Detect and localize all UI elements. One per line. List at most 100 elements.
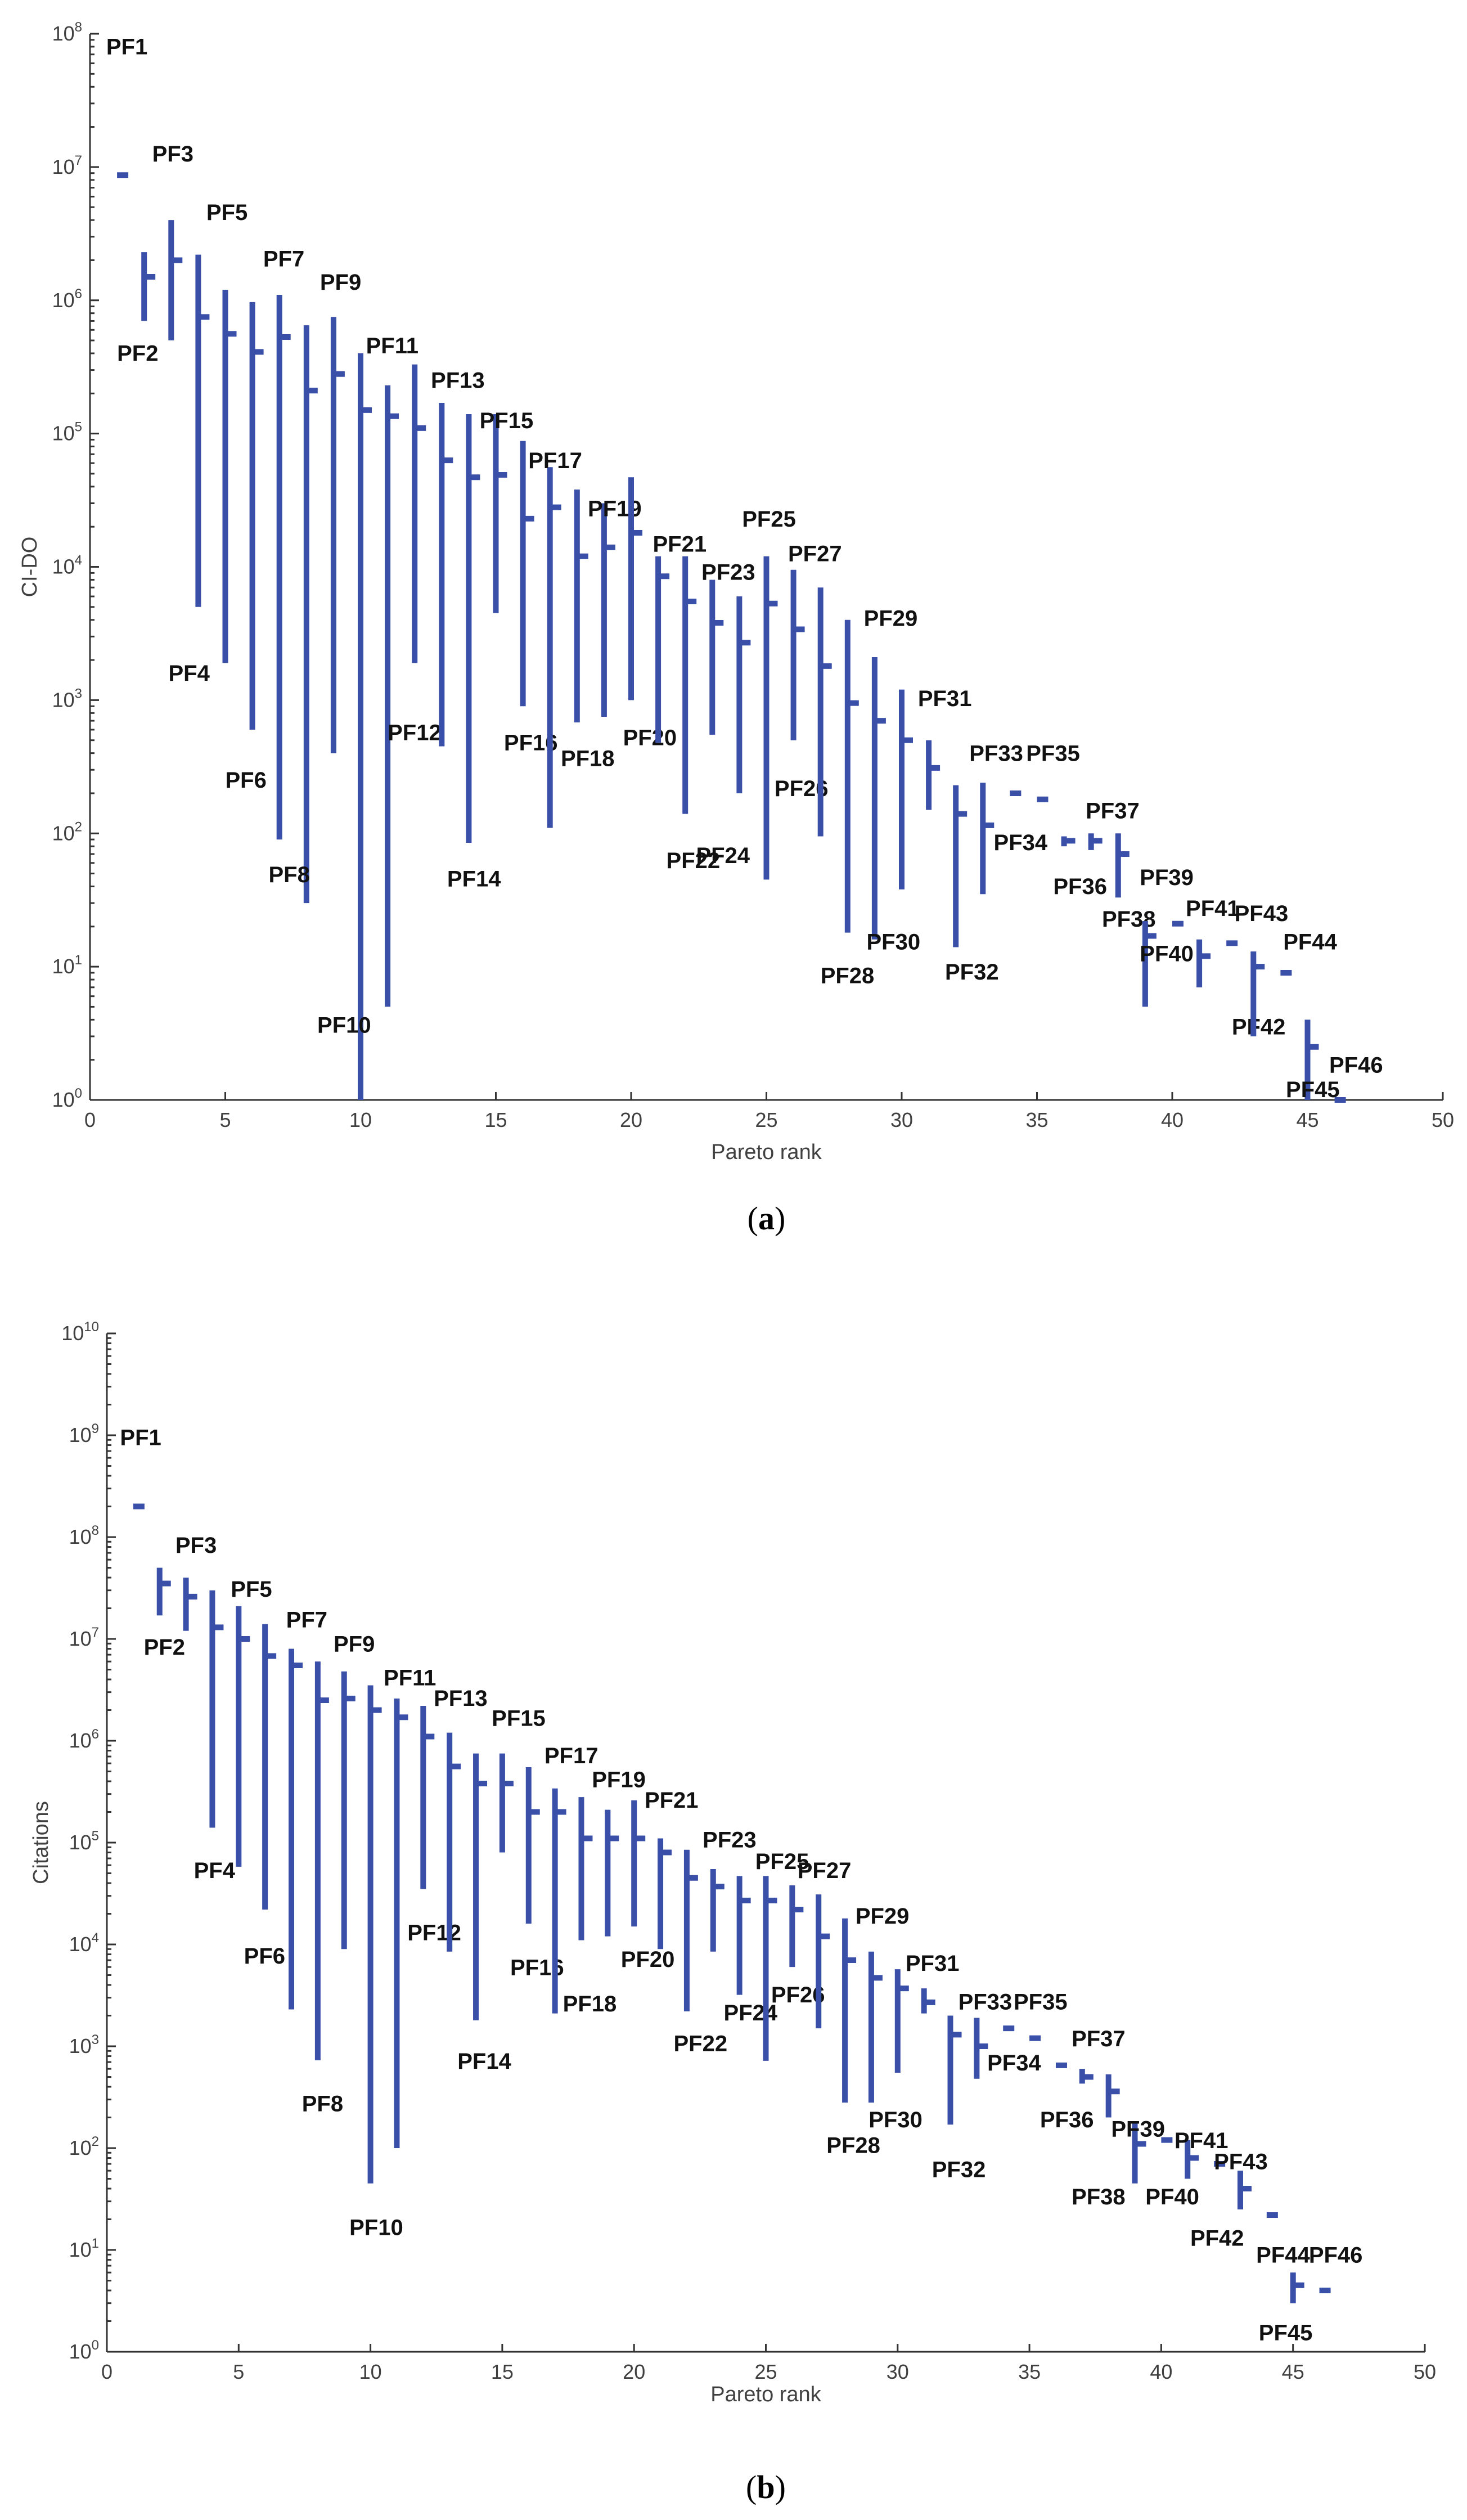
- point-label-pf25: PF25: [755, 1849, 809, 1874]
- point-label-pf31: PF31: [918, 686, 972, 711]
- x-tick-label: 25: [755, 1108, 777, 1131]
- point-label-pf17: PF17: [544, 1744, 598, 1768]
- y-tick-label: 103: [52, 686, 82, 711]
- y-tick-label: 101: [69, 2236, 99, 2261]
- point-label-pf8: PF8: [302, 2092, 343, 2117]
- point-label-pf6: PF6: [226, 768, 267, 793]
- point-label-pf35: PF35: [1014, 1990, 1068, 2015]
- point-label-pf40: PF40: [1140, 941, 1194, 966]
- point-label-pf36: PF36: [1053, 874, 1107, 899]
- point-label-pf22: PF22: [673, 2031, 727, 2056]
- point-label-pf44: PF44: [1256, 2243, 1310, 2268]
- y-axis-title: Citations: [29, 1801, 53, 1884]
- y-tick-label: 100: [69, 2338, 99, 2363]
- point-label-pf44: PF44: [1283, 929, 1337, 954]
- panel-caption: (b): [746, 2469, 786, 2505]
- point-label-pf34: PF34: [994, 830, 1048, 855]
- point-label-pf10: PF10: [349, 2216, 403, 2240]
- point-label-pf29: PF29: [856, 1904, 910, 1929]
- point-label-pf27: PF27: [798, 1858, 852, 1883]
- point-label-pf23: PF23: [703, 1827, 757, 1852]
- y-tick-label: 102: [52, 819, 82, 845]
- point-label-pf14: PF14: [457, 2049, 511, 2074]
- x-tick-label: 40: [1161, 1108, 1184, 1131]
- point-label-pf37: PF37: [1072, 2027, 1126, 2051]
- point-label-pf21: PF21: [652, 532, 706, 557]
- point-label-pf2: PF2: [117, 342, 158, 366]
- y-tick-label: 101: [52, 953, 82, 978]
- point-label-pf42: PF42: [1232, 1015, 1286, 1040]
- point-label-pf11: PF11: [366, 334, 418, 358]
- point-label-pf28: PF28: [826, 2133, 880, 2158]
- y-tick-label: 107: [52, 153, 82, 178]
- point-label-pf39: PF39: [1140, 865, 1194, 890]
- point-label-pf13: PF13: [431, 369, 485, 393]
- point-label-pf22: PF22: [667, 848, 721, 873]
- y-tick-label: 102: [69, 2134, 99, 2159]
- x-tick-label: 0: [101, 2360, 112, 2383]
- point-label-pf6: PF6: [244, 1944, 285, 1969]
- point-label-pf18: PF18: [561, 747, 615, 771]
- x-tick-label: 50: [1432, 1108, 1454, 1131]
- point-label-pf9: PF9: [320, 270, 361, 295]
- point-label-pf38: PF38: [1072, 2185, 1126, 2209]
- point-label-pf29: PF29: [864, 607, 918, 631]
- y-tick-label: 106: [52, 286, 82, 312]
- point-label-pf2: PF2: [144, 1635, 185, 1660]
- point-label-pf1: PF1: [120, 1426, 161, 1450]
- point-label-pf21: PF21: [645, 1788, 699, 1813]
- x-axis-title: Pareto rank: [711, 1140, 822, 1164]
- point-label-pf4: PF4: [194, 1858, 236, 1883]
- x-tick-label: 0: [84, 1108, 96, 1131]
- x-tick-label: 35: [1025, 1108, 1048, 1131]
- point-label-pf19: PF19: [592, 1768, 646, 1793]
- point-label-pf28: PF28: [821, 964, 875, 989]
- point-label-pf9: PF9: [334, 1632, 375, 1657]
- point-label-pf46: PF46: [1329, 1053, 1383, 1078]
- y-tick-label: 107: [69, 1625, 99, 1650]
- point-label-pf40: PF40: [1145, 2185, 1199, 2209]
- point-label-pf45: PF45: [1286, 1077, 1340, 1102]
- point-label-pf41: PF41: [1186, 896, 1240, 921]
- panel-caption: (a): [748, 1200, 786, 1237]
- point-label-pf20: PF20: [621, 1947, 675, 1972]
- point-label-pf37: PF37: [1086, 798, 1140, 823]
- point-label-pf24: PF24: [724, 2001, 778, 2025]
- point-label-pf36: PF36: [1040, 2108, 1094, 2132]
- x-tick-label: 25: [754, 2360, 777, 2383]
- point-label-pf20: PF20: [623, 725, 677, 750]
- x-tick-label: 20: [620, 1108, 642, 1131]
- point-label-pf46: PF46: [1309, 2243, 1363, 2268]
- y-tick-label: 104: [69, 1930, 99, 1956]
- point-label-pf43: PF43: [1214, 2150, 1268, 2175]
- y-tick-label: 100: [52, 1086, 82, 1111]
- point-label-pf3: PF3: [152, 142, 194, 167]
- y-axis-title: CI-DO: [18, 537, 42, 598]
- x-tick-label: 45: [1296, 1108, 1318, 1131]
- point-label-pf34: PF34: [987, 2051, 1041, 2076]
- point-label-pf43: PF43: [1235, 901, 1289, 926]
- point-label-pf39: PF39: [1111, 2117, 1165, 2141]
- point-label-pf18: PF18: [563, 1992, 617, 2016]
- point-label-pf10: PF10: [317, 1013, 371, 1037]
- y-tick-label: 109: [69, 1421, 99, 1447]
- point-label-pf41: PF41: [1174, 2128, 1228, 2153]
- point-label-pf32: PF32: [932, 2157, 986, 2182]
- point-label-pf12: PF12: [388, 721, 442, 745]
- point-label-pf11: PF11: [384, 1666, 436, 1691]
- point-label-pf8: PF8: [268, 863, 309, 887]
- point-label-pf17: PF17: [528, 448, 582, 473]
- x-tick-label: 35: [1018, 2360, 1041, 2383]
- y-tick-label: 105: [69, 1829, 99, 1854]
- point-label-pf3: PF3: [176, 1533, 217, 1558]
- point-label-pf14: PF14: [447, 867, 501, 892]
- point-label-pf45: PF45: [1259, 2320, 1313, 2345]
- point-label-pf32: PF32: [945, 960, 999, 985]
- point-label-pf13: PF13: [434, 1686, 488, 1711]
- point-label-pf25: PF25: [742, 507, 796, 532]
- point-label-pf5: PF5: [206, 200, 248, 225]
- point-label-pf7: PF7: [286, 1607, 327, 1632]
- point-label-pf1: PF1: [106, 35, 147, 60]
- x-tick-label: 30: [886, 2360, 909, 2383]
